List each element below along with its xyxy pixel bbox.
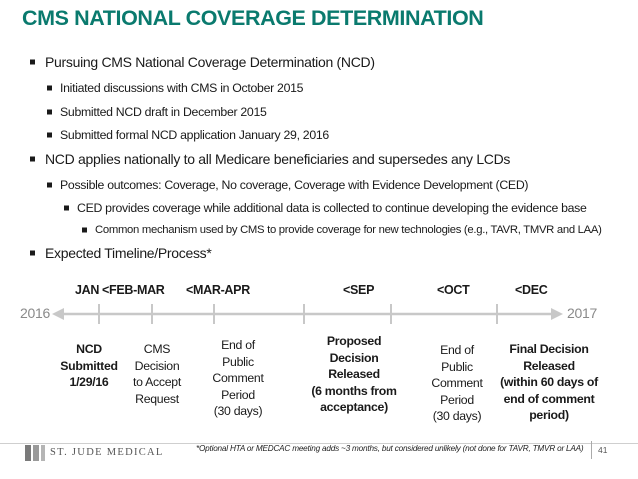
bullet-square-icon: [47, 109, 52, 115]
timeline-event-end-comment: End of Public Comment Period (30 days): [212, 338, 264, 418]
bullet-square-icon: [30, 156, 35, 162]
bullet-item: Pursuing CMS National Coverage Determina…: [30, 54, 375, 70]
bullet-text: Pursuing CMS National Coverage Determina…: [45, 54, 375, 70]
bullet-square-icon: [82, 227, 87, 233]
bullet-text: Expected Timeline/Process*: [45, 245, 212, 261]
timeline-event-ncd-submitted: NCD Submitted 1/29/16: [60, 342, 118, 389]
timeline-event-cms-decision: CMS Decision to Accept Request: [133, 342, 181, 406]
timeline-month-label: <MAR-APR: [186, 283, 250, 297]
bullet-item: Submitted NCD draft in December 2015: [47, 105, 267, 119]
bullet-text: Submitted NCD draft in December 2015: [60, 105, 267, 119]
timeline-end-year: 2017: [567, 305, 597, 321]
bullet-square-icon: [30, 250, 35, 256]
timeline-month-label: <OCT: [437, 283, 470, 297]
bullet-item: CED provides coverage while additional d…: [64, 201, 587, 215]
footer-divider: [0, 443, 638, 444]
bullet-square-icon: [47, 132, 52, 138]
bullet-item: Common mechanism used by CMS to provide …: [82, 224, 602, 236]
timeline-event-end-comment: End of Public Comment Period (30 days): [431, 343, 483, 423]
bullet-item: Submitted formal NCD application January…: [47, 128, 329, 142]
bullet-text: Initiated discussions with CMS in Octobe…: [60, 81, 304, 95]
bullet-item: Expected Timeline/Process*: [30, 245, 212, 261]
timeline-month-label: JAN: [75, 283, 100, 297]
bullet-square-icon: [64, 205, 69, 211]
bullet-text: NCD applies nationally to all Medicare b…: [45, 151, 511, 167]
bullet-item: Initiated discussions with CMS in Octobe…: [47, 81, 304, 95]
logo-mark-icon: [25, 445, 45, 461]
slide-title: CMS NATIONAL COVERAGE DETERMINATION: [22, 6, 484, 30]
page-number: 41: [598, 445, 608, 455]
bullet-text: CED provides coverage while additional d…: [77, 201, 587, 215]
footnote: *Optional HTA or MEDCAC meeting adds ~3 …: [196, 444, 584, 453]
bullet-square-icon: [30, 59, 35, 65]
page-number-divider: [591, 441, 592, 459]
timeline-month-label: <SEP: [343, 283, 375, 297]
timeline-event-final-decision: Final Decision Released (within 60 days …: [500, 342, 598, 422]
bullet-text: Common mechanism used by CMS to provide …: [95, 224, 602, 236]
timeline-start-year: 2016: [20, 305, 50, 321]
timeline-event-proposed-decision: Proposed Decision Released (6 months fro…: [311, 334, 397, 414]
timeline-month-label: <FEB-MAR: [102, 283, 165, 297]
bullet-item: NCD applies nationally to all Medicare b…: [30, 151, 510, 167]
timeline-arrow: [52, 304, 563, 324]
bullet-square-icon: [47, 182, 52, 188]
logo-text: ST. JUDE MEDICAL: [50, 447, 164, 458]
timeline-month-label: <DEC: [515, 283, 548, 297]
bullet-item: Possible outcomes: Coverage, No coverage…: [47, 178, 529, 192]
company-logo: ST. JUDE MEDICAL: [20, 438, 180, 466]
bullet-text: Submitted formal NCD application January…: [60, 128, 329, 142]
bullet-text: Possible outcomes: Coverage, No coverage…: [60, 178, 529, 192]
bullet-square-icon: [47, 85, 52, 91]
